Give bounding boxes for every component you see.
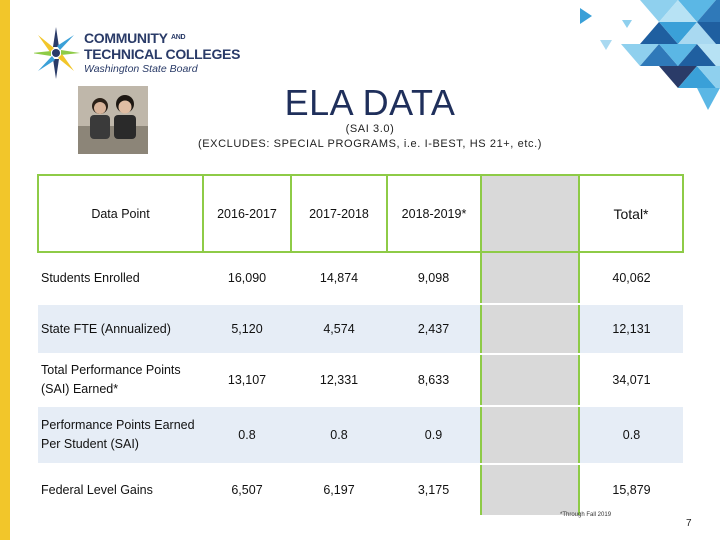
cell-value: 4,574 <box>291 303 387 355</box>
header-2018-2019: 2018-2019* <box>386 174 482 253</box>
cell-total: 34,071 <box>579 353 683 407</box>
cell-value: 16,090 <box>203 251 291 305</box>
cell-value: 0.9 <box>387 405 481 465</box>
cell-value: 9,098 <box>387 251 481 305</box>
logo-text-line1: COMMUNITY <box>84 30 168 46</box>
cell-value: 14,874 <box>291 251 387 305</box>
table-header-row: Data Point 2016-2017 2017-2018 2018-2019… <box>37 174 684 253</box>
row-label: State FTE (Annualized) <box>38 303 203 355</box>
header-2016-2017: 2016-2017 <box>202 174 292 253</box>
cell-total: 0.8 <box>579 405 683 465</box>
header-data-point: Data Point <box>37 174 204 253</box>
cell-value: 2,437 <box>387 303 481 355</box>
cell-value: 0.8 <box>203 405 291 465</box>
table-row: State FTE (Annualized) 5,120 4,574 2,437… <box>38 303 683 355</box>
cell-total: 15,879 <box>579 463 683 517</box>
table-row: Total Performance Points (SAI) Earned* 1… <box>38 353 683 407</box>
logo-text-line2: TECHNICAL COLLEGES <box>84 46 241 62</box>
logo-text-line3: Washington State Board <box>84 63 198 75</box>
cell-value: 8,633 <box>387 353 481 407</box>
cell-blank <box>480 353 580 407</box>
ctc-logo: COMMUNITY AND TECHNICAL COLLEGES Washing… <box>34 24 244 84</box>
cell-value: 0.8 <box>291 405 387 465</box>
cell-blank <box>480 303 580 355</box>
accent-bar <box>0 0 10 540</box>
row-label: Total Performance Points (SAI) Earned* <box>38 353 203 407</box>
cell-value: 12,331 <box>291 353 387 407</box>
cell-blank <box>480 251 580 305</box>
cell-blank <box>480 463 580 517</box>
table-row: Federal Level Gains 6,507 6,197 3,175 15… <box>38 463 683 517</box>
table-row: Performance Points Earned Per Student (S… <box>38 405 683 465</box>
decorative-triangles <box>580 0 720 110</box>
slide-title: ELA DATA <box>284 82 456 123</box>
header-2017-2018: 2017-2018 <box>290 174 388 253</box>
footnote: *Through Fall 2019 <box>560 512 612 518</box>
cell-total: 40,062 <box>579 251 683 305</box>
subtitle-line-2: (EXCLUDES: SPECIAL PROGRAMS, i.e. I-BEST… <box>197 138 543 150</box>
page-number: 7 <box>686 518 692 529</box>
row-label: Students Enrolled <box>38 251 203 305</box>
cell-total: 12,131 <box>579 303 683 355</box>
row-label: Federal Level Gains <box>38 463 203 517</box>
cell-blank <box>480 405 580 465</box>
table-row: Students Enrolled 16,090 14,874 9,098 40… <box>38 251 683 305</box>
cell-value: 5,120 <box>203 303 291 355</box>
logo-text-and: AND <box>170 34 186 41</box>
slide-subtitle: (SAI 3.0) (EXCLUDES: SPECIAL PROGRAMS, i… <box>180 122 560 152</box>
row-label: Performance Points Earned Per Student (S… <box>38 405 203 465</box>
starburst-logo-icon <box>34 27 80 79</box>
cell-value: 6,507 <box>203 463 291 517</box>
header-blank <box>480 174 580 253</box>
cell-value: 3,175 <box>387 463 481 517</box>
header-total: Total* <box>578 174 684 253</box>
staff-photo <box>78 86 148 154</box>
cell-value: 13,107 <box>203 353 291 407</box>
cell-value: 6,197 <box>291 463 387 517</box>
ela-data-table: Data Point 2016-2017 2017-2018 2018-2019… <box>37 174 684 517</box>
subtitle-line-1: (SAI 3.0) <box>345 123 395 135</box>
